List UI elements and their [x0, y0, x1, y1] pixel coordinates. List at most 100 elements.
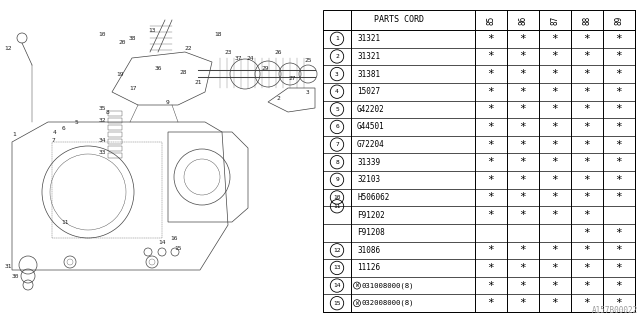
Text: *: *: [488, 263, 494, 273]
Text: *: *: [488, 298, 494, 308]
Text: *: *: [584, 298, 590, 308]
Text: *: *: [584, 210, 590, 220]
Text: 9: 9: [166, 100, 170, 105]
Text: 5: 5: [335, 107, 339, 112]
Text: 32103: 32103: [357, 175, 380, 184]
Text: 6: 6: [335, 124, 339, 129]
Text: *: *: [584, 245, 590, 255]
Text: F91202: F91202: [357, 211, 385, 220]
Text: *: *: [584, 175, 590, 185]
Text: *: *: [552, 69, 558, 79]
Text: 22: 22: [184, 45, 192, 51]
Text: 26: 26: [275, 50, 282, 54]
Text: 34: 34: [99, 138, 106, 142]
Text: 86: 86: [518, 15, 527, 25]
Text: 5: 5: [74, 119, 78, 124]
Text: 8: 8: [106, 109, 110, 115]
Text: *: *: [616, 298, 622, 308]
Text: 15: 15: [333, 301, 340, 306]
Text: *: *: [488, 245, 494, 255]
Text: 32: 32: [99, 117, 106, 123]
Text: 7: 7: [335, 142, 339, 147]
Bar: [108, 125, 122, 130]
Text: *: *: [584, 52, 590, 61]
Text: *: *: [552, 245, 558, 255]
Bar: [108, 118, 122, 123]
Text: 17: 17: [129, 85, 137, 91]
Text: *: *: [520, 87, 526, 97]
Text: *: *: [584, 263, 590, 273]
Text: *: *: [552, 122, 558, 132]
Text: *: *: [488, 69, 494, 79]
Text: 24: 24: [246, 55, 253, 60]
Text: 31: 31: [4, 263, 12, 268]
Text: 2: 2: [335, 54, 339, 59]
Text: *: *: [616, 122, 622, 132]
Text: *: *: [552, 87, 558, 97]
Text: *: *: [616, 263, 622, 273]
Text: *: *: [488, 87, 494, 97]
Text: 15: 15: [174, 245, 182, 251]
Text: *: *: [488, 104, 494, 114]
Text: *: *: [584, 104, 590, 114]
Bar: [323, 10, 635, 312]
Text: 6: 6: [62, 125, 66, 131]
Text: 87: 87: [550, 15, 559, 25]
Text: 31381: 31381: [357, 69, 380, 79]
Text: *: *: [552, 157, 558, 167]
Text: *: *: [616, 245, 622, 255]
Text: 1: 1: [335, 36, 339, 41]
Text: *: *: [520, 175, 526, 185]
Text: 28: 28: [179, 69, 187, 75]
Text: W: W: [356, 283, 358, 288]
Text: 23: 23: [224, 50, 232, 54]
Text: *: *: [520, 281, 526, 291]
Text: *: *: [616, 52, 622, 61]
Text: *: *: [488, 122, 494, 132]
Text: 032008000(8): 032008000(8): [362, 300, 415, 307]
Text: *: *: [616, 175, 622, 185]
Text: 7: 7: [52, 138, 56, 142]
Text: *: *: [520, 52, 526, 61]
Text: 13: 13: [333, 265, 340, 270]
Bar: [108, 111, 122, 116]
Text: 10: 10: [99, 31, 106, 36]
Text: *: *: [488, 175, 494, 185]
Text: 85: 85: [486, 15, 495, 25]
Text: 14: 14: [333, 283, 340, 288]
Text: PARTS CORD: PARTS CORD: [374, 15, 424, 25]
Text: 9: 9: [335, 177, 339, 182]
Text: *: *: [616, 34, 622, 44]
Text: *: *: [520, 245, 526, 255]
Text: *: *: [616, 69, 622, 79]
Text: *: *: [520, 263, 526, 273]
Text: 27: 27: [288, 76, 296, 81]
Text: *: *: [584, 192, 590, 203]
Text: 88: 88: [582, 15, 591, 25]
Text: *: *: [616, 228, 622, 238]
Text: *: *: [552, 175, 558, 185]
Text: *: *: [488, 52, 494, 61]
Text: 31321: 31321: [357, 34, 380, 43]
Text: 11: 11: [61, 220, 68, 225]
Text: 10: 10: [333, 195, 340, 200]
Text: *: *: [616, 157, 622, 167]
Text: *: *: [616, 140, 622, 149]
Text: A157B00022: A157B00022: [592, 306, 638, 315]
Text: 37: 37: [234, 55, 242, 60]
Text: *: *: [552, 210, 558, 220]
Bar: [108, 139, 122, 144]
Text: 36: 36: [154, 66, 162, 70]
Text: 4: 4: [335, 89, 339, 94]
Text: 11126: 11126: [357, 263, 380, 272]
Text: 30: 30: [12, 274, 19, 278]
Text: 12: 12: [4, 45, 12, 51]
Text: 31086: 31086: [357, 246, 380, 255]
Text: *: *: [552, 140, 558, 149]
Text: *: *: [488, 210, 494, 220]
Text: *: *: [552, 263, 558, 273]
Text: 16: 16: [170, 236, 178, 241]
Text: *: *: [552, 192, 558, 203]
Text: *: *: [520, 140, 526, 149]
Text: 29: 29: [261, 66, 269, 70]
